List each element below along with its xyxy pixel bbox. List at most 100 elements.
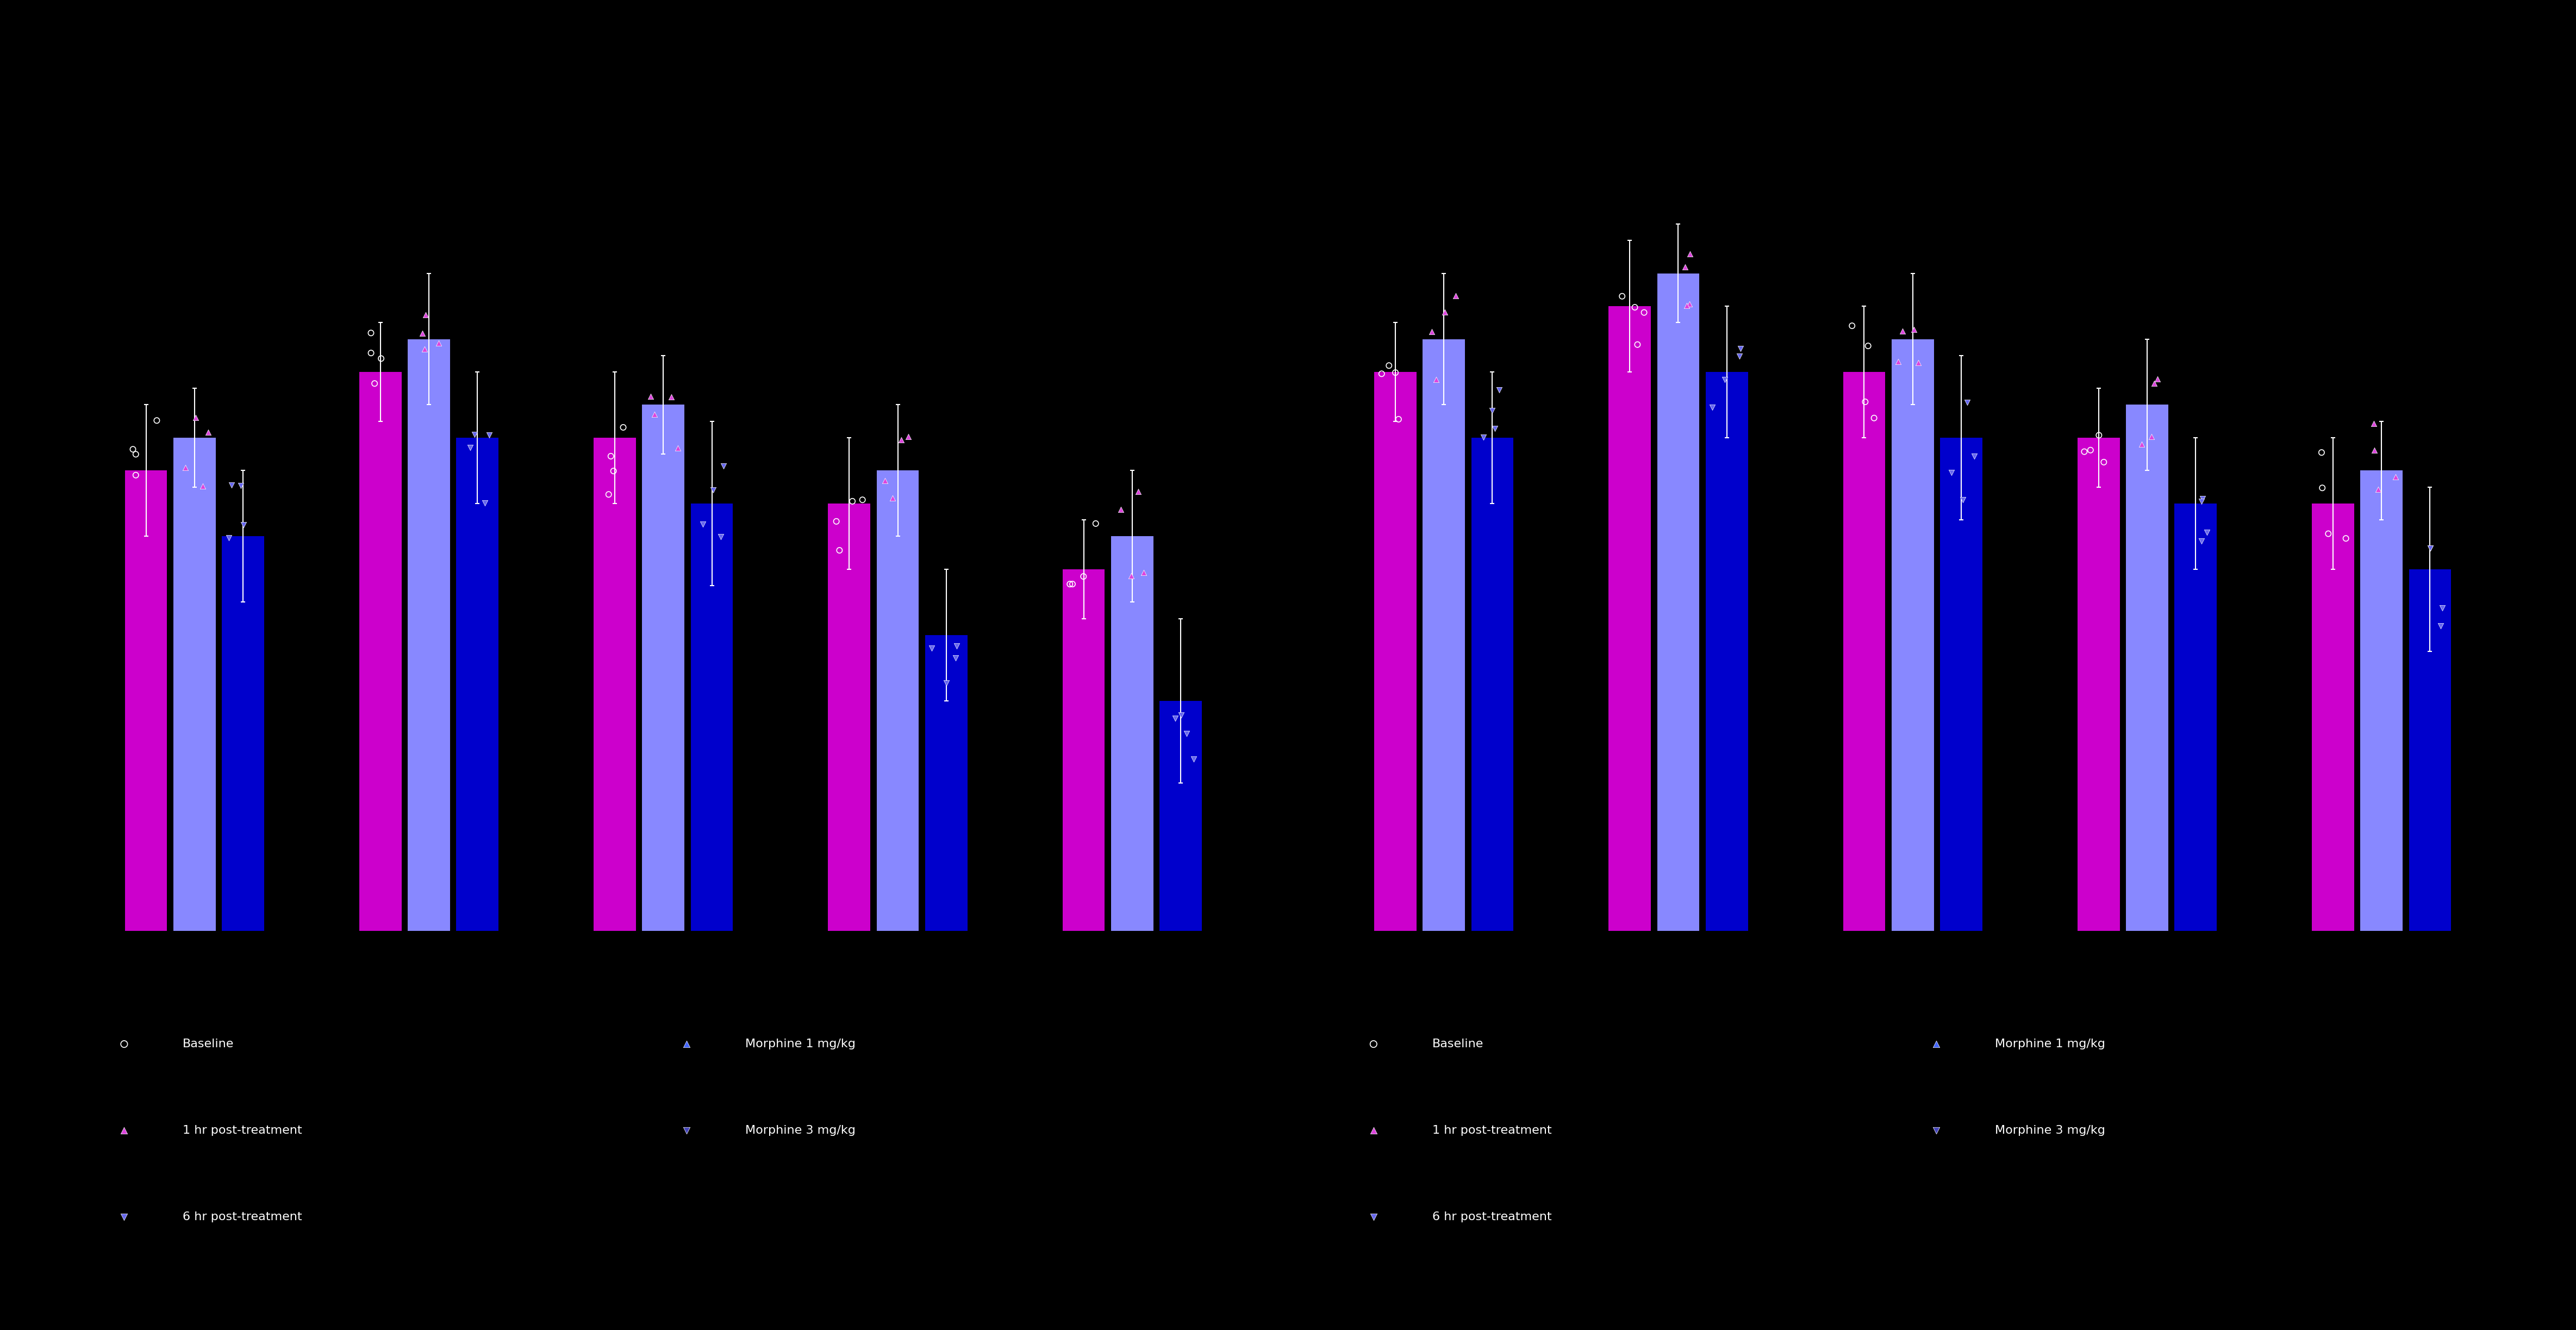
- Point: [2326, 528, 2367, 549]
- Point: [1878, 351, 1919, 372]
- Point: [1844, 391, 1886, 412]
- Point: [1883, 321, 1924, 342]
- Point: [634, 404, 675, 426]
- Point: [1378, 408, 1419, 430]
- Point: [1123, 563, 1164, 584]
- Text: Morphine 3 mg/kg: Morphine 3 mg/kg: [744, 1125, 855, 1136]
- Point: [1618, 334, 1659, 355]
- Point: [832, 491, 873, 512]
- Point: [1368, 355, 1409, 376]
- Point: [1074, 513, 1115, 535]
- Point: [1064, 565, 1105, 587]
- Point: [889, 426, 930, 447]
- Bar: [1422, 339, 1466, 931]
- Point: [1893, 319, 1935, 340]
- Bar: [2311, 504, 2354, 931]
- Point: [2375, 465, 2416, 487]
- Bar: [592, 438, 636, 931]
- Point: [1899, 352, 1940, 374]
- Point: [925, 673, 966, 694]
- Point: [188, 422, 229, 443]
- Point: [448, 436, 489, 458]
- Point: [404, 338, 446, 359]
- Point: [350, 342, 392, 363]
- Bar: [2125, 404, 2169, 931]
- Point: [1471, 400, 1512, 422]
- Point: [1479, 379, 1520, 400]
- Point: [592, 460, 634, 481]
- Point: [1352, 1120, 1394, 1141]
- Point: [1664, 257, 1705, 278]
- Point: [211, 475, 252, 496]
- Bar: [1159, 701, 1203, 931]
- Point: [703, 455, 744, 476]
- Bar: [1471, 438, 1515, 931]
- Point: [881, 430, 922, 451]
- Point: [683, 513, 724, 535]
- Point: [361, 348, 402, 370]
- Point: [1425, 302, 1466, 323]
- Point: [2130, 426, 2172, 447]
- Point: [2079, 424, 2120, 446]
- Point: [2421, 616, 2463, 637]
- Point: [693, 479, 734, 500]
- Bar: [1607, 306, 1651, 931]
- Point: [1463, 427, 1504, 448]
- Point: [417, 332, 459, 354]
- Bar: [173, 438, 216, 931]
- Point: [667, 1120, 708, 1141]
- Point: [464, 492, 505, 513]
- Bar: [1061, 569, 1105, 931]
- Point: [116, 444, 157, 465]
- Point: [209, 527, 250, 548]
- Point: [113, 439, 155, 460]
- Point: [1718, 346, 1759, 367]
- Point: [652, 386, 693, 407]
- Point: [350, 322, 392, 343]
- Bar: [1373, 372, 1417, 931]
- Point: [175, 407, 216, 428]
- Point: [2084, 451, 2125, 472]
- Point: [222, 475, 263, 496]
- Point: [1721, 338, 1762, 359]
- Point: [1667, 295, 1708, 317]
- Point: [1172, 749, 1213, 770]
- Text: Baseline: Baseline: [183, 1039, 234, 1049]
- Point: [2300, 442, 2342, 463]
- Bar: [456, 438, 500, 931]
- Point: [224, 513, 265, 535]
- Point: [103, 1206, 144, 1228]
- Point: [1855, 407, 1896, 428]
- Bar: [2409, 569, 2452, 931]
- Point: [1947, 392, 1989, 414]
- Text: Morphine 1 mg/kg: Morphine 1 mg/kg: [1994, 1039, 2105, 1049]
- Point: [1615, 297, 1656, 318]
- Bar: [1656, 273, 1700, 931]
- Point: [2308, 523, 2349, 544]
- Point: [2421, 597, 2463, 618]
- Bar: [407, 339, 451, 931]
- Point: [402, 323, 443, 344]
- Bar: [1891, 339, 1935, 931]
- Bar: [358, 372, 402, 931]
- Point: [1435, 286, 1476, 307]
- Bar: [876, 471, 920, 931]
- Point: [2409, 537, 2450, 559]
- Point: [842, 489, 884, 511]
- Point: [1162, 705, 1203, 726]
- Point: [1167, 724, 1208, 745]
- Point: [165, 458, 206, 479]
- Point: [1417, 368, 1458, 390]
- Point: [1473, 418, 1515, 439]
- Point: [912, 637, 953, 658]
- Point: [116, 464, 157, 485]
- Point: [863, 469, 904, 491]
- Point: [353, 372, 394, 394]
- Text: 6 hr post-treatment: 6 hr post-treatment: [1432, 1212, 1551, 1222]
- Point: [137, 410, 178, 431]
- Point: [603, 416, 644, 438]
- Point: [2138, 368, 2179, 390]
- Point: [657, 438, 698, 459]
- Point: [935, 648, 976, 669]
- Point: [819, 540, 860, 561]
